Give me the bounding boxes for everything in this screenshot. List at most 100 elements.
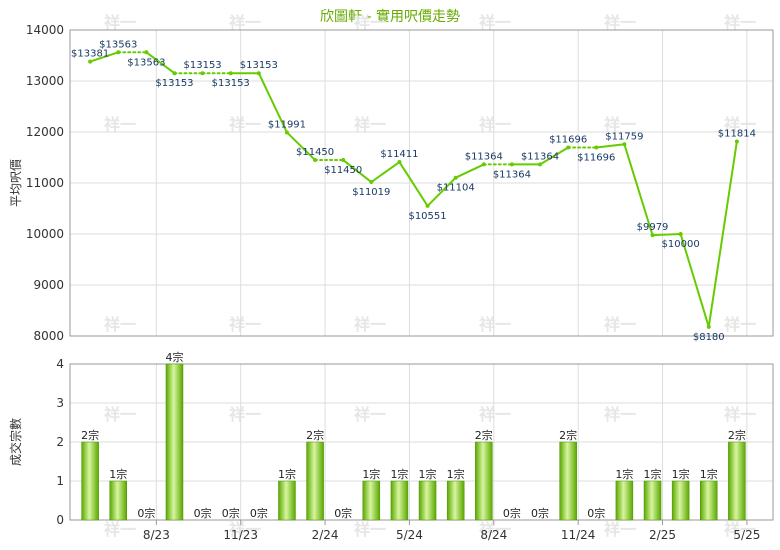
volume-data-label: 0宗 (334, 506, 352, 520)
volume-y-tick-label: 4 (56, 357, 64, 371)
x-tick-label: 2/24 (312, 528, 339, 542)
watermark-text: 祥一 (604, 13, 636, 32)
watermark-text: 祥一 (229, 115, 261, 134)
watermark-text: 祥一 (724, 315, 756, 334)
price-y-ticks: 8000 9000 10000 11000 12000 13000 14000 (26, 23, 64, 343)
volume-data-label: 1宗 (700, 467, 718, 481)
volume-bar (81, 441, 99, 521)
volume-data-label: 1宗 (278, 467, 296, 481)
volume-data-label: 1宗 (615, 467, 633, 481)
volume-data-label: 0宗 (194, 506, 212, 520)
price-line-segment (257, 72, 288, 134)
volume-bar (559, 441, 577, 521)
watermark-text: 祥一 (724, 13, 756, 32)
price-data-label: $11019 (352, 187, 390, 198)
price-point (453, 175, 458, 180)
price-y-tick-label: 9000 (33, 278, 64, 292)
volume-data-label: 1宗 (362, 467, 380, 481)
volume-data-label: 4宗 (165, 350, 183, 364)
price-line-segment (651, 233, 682, 237)
volume-data-label: 0宗 (503, 506, 521, 520)
price-data-label: $11364 (521, 151, 559, 162)
price-point (284, 130, 289, 135)
price-data-label: $11450 (296, 147, 334, 158)
volume-data-label: 2宗 (475, 428, 493, 442)
volume-data-label: 1宗 (419, 467, 437, 481)
x-tick-label: 11/23 (223, 528, 258, 542)
price-data-label: $13153 (155, 78, 193, 89)
watermark-text: 祥一 (354, 520, 386, 539)
volume-data-label: 0宗 (587, 506, 605, 520)
price-line-segment (707, 140, 738, 328)
price-point (706, 324, 711, 329)
volume-y-tick-label: 3 (56, 396, 64, 410)
watermark-text: 祥一 (104, 13, 136, 32)
price-data-label: $10000 (662, 239, 700, 250)
price-line-segment (539, 146, 570, 166)
price-y-tick-label: 14000 (26, 23, 64, 37)
volume-data-label: 0宗 (222, 506, 240, 520)
x-tick-label: 8/24 (480, 528, 507, 542)
price-point (594, 145, 599, 150)
volume-bar (446, 480, 465, 521)
price-y-tick-label: 12000 (26, 125, 64, 139)
price-series-points (88, 50, 739, 329)
watermark-text: 祥一 (104, 520, 136, 539)
price-data-label: $13563 (127, 57, 165, 68)
price-point (678, 232, 683, 236)
volume-bar (390, 480, 409, 521)
price-point (650, 233, 655, 238)
volume-data-label: 2宗 (559, 428, 577, 442)
watermark-text: 祥一 (724, 520, 756, 539)
watermark-text: 祥一 (479, 13, 511, 32)
price-data-label: $8180 (693, 332, 725, 343)
volume-y-axis-title: 成交宗數 (8, 418, 23, 466)
watermark-text: 祥一 (604, 520, 636, 539)
price-point (425, 203, 430, 208)
volume-bars (81, 363, 746, 521)
price-line-segment (426, 176, 457, 207)
volume-bar (643, 480, 662, 521)
x-tick-label: 2/25 (649, 528, 676, 542)
volume-data-label: 2宗 (306, 428, 324, 442)
watermark-text: 祥一 (229, 315, 261, 334)
price-plot-frame (69, 29, 774, 337)
price-point (116, 50, 121, 55)
x-tick-label: 5/25 (733, 528, 760, 542)
watermark-text: 祥一 (229, 520, 261, 539)
price-y-axis-title: 平均呎價 (9, 159, 23, 207)
volume-bar (615, 480, 634, 521)
price-data-label: $11991 (268, 119, 306, 130)
watermark-text: 祥一 (104, 405, 136, 424)
chart-title: 欣圖軒 - 實用呎價走勢 (320, 8, 460, 25)
price-data-label: $13153 (184, 60, 222, 71)
price-data-label: $13153 (240, 60, 278, 71)
x-axis-ticks: 8/23 11/23 2/24 5/24 8/24 11/24 2/25 5/25 (143, 520, 760, 542)
watermark-text: 祥一 (479, 115, 511, 134)
price-point (341, 158, 346, 163)
price-data-label: $10551 (408, 211, 446, 222)
volume-bar (306, 441, 324, 521)
volume-bar (278, 480, 296, 521)
watermark-text: 祥一 (354, 315, 386, 334)
price-data-label: $11696 (549, 135, 587, 146)
price-point (538, 162, 543, 167)
volume-y-tick-label: 1 (56, 474, 64, 488)
price-y-tick-label: 11000 (26, 176, 64, 190)
volume-data-labels: 2宗 1宗 0宗 4宗 0宗 0宗 0宗 1宗 2宗 0宗 1宗 1宗 1宗 1宗 2宗 0宗 0宗 2宗 0宗 1宗… (81, 350, 746, 520)
price-point (256, 71, 261, 76)
price-point (481, 162, 486, 167)
watermark-text: 祥一 (354, 405, 386, 424)
price-data-label: $9979 (637, 222, 669, 233)
price-y-tick-label: 10000 (26, 227, 64, 241)
price-line-segment (342, 159, 373, 184)
x-tick-label: 8/23 (143, 528, 170, 542)
watermark-text: 祥一 (724, 115, 756, 134)
price-point (144, 50, 149, 55)
volume-data-label: 1宗 (644, 467, 662, 481)
price-y-tick-label: 13000 (26, 74, 64, 88)
price-data-label: $11364 (465, 151, 503, 162)
